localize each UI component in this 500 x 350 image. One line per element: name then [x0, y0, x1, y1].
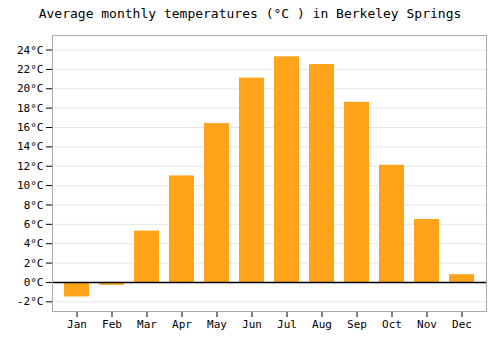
svg-text:Feb: Feb: [102, 318, 122, 331]
svg-text:16°C: 16°C: [17, 121, 44, 134]
svg-text:0°C: 0°C: [24, 276, 44, 289]
svg-text:8°C: 8°C: [24, 198, 44, 211]
svg-text:Jun: Jun: [242, 318, 262, 331]
svg-text:Aug: Aug: [312, 318, 332, 331]
svg-text:Nov: Nov: [417, 318, 437, 331]
html-text:Average monthly temperatures (: Average monthly temperatures (°C ) in Be…: [38, 6, 462, 21]
svg-text:10°C: 10°C: [17, 179, 44, 192]
svg-text:Apr: Apr: [172, 318, 192, 331]
svg-text:May: May: [207, 318, 227, 331]
svg-text:-2°C: -2°C: [17, 295, 44, 308]
svg-text:24°C: 24°C: [17, 44, 44, 57]
svg-text:18°C: 18°C: [17, 102, 44, 115]
svg-text:14°C: 14°C: [17, 140, 44, 153]
svg-text:6°C: 6°C: [24, 218, 44, 231]
svg-text:2°C: 2°C: [24, 257, 44, 270]
svg-text:22°C: 22°C: [17, 63, 44, 76]
svg-text:12°C: 12°C: [17, 160, 44, 173]
svg-text:Oct: Oct: [382, 318, 402, 331]
svg-text:Sep: Sep: [347, 318, 367, 331]
svg-text:4°C: 4°C: [24, 237, 44, 250]
svg-text:20°C: 20°C: [17, 82, 44, 95]
svg-text:Mar: Mar: [137, 318, 157, 331]
svg-text:Dec: Dec: [452, 318, 472, 331]
svg-text:Jul: Jul: [277, 318, 297, 331]
svg-text:Jan: Jan: [67, 318, 87, 331]
